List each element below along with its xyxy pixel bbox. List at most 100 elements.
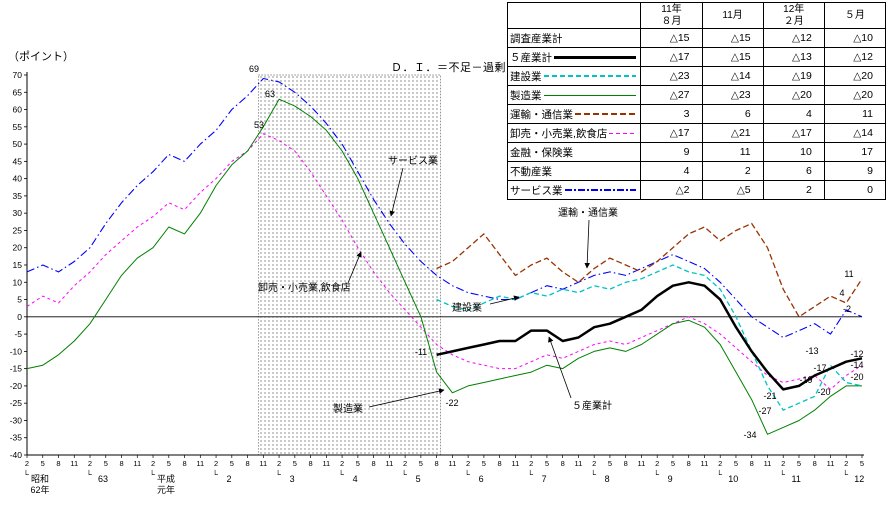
point-value-label: -27 (758, 406, 771, 416)
table-col-header: ５月 (823, 2, 886, 29)
x-tick-label: 11 (511, 459, 519, 468)
row-label: 製造業 (510, 89, 542, 102)
x-tick-label: 2 (340, 459, 344, 468)
point-value-label: -34 (743, 430, 756, 440)
point-value-label: -14 (850, 360, 863, 370)
x-tick-label: 2 (466, 459, 470, 468)
table-value-cell: △10 (823, 28, 886, 48)
point-value-label: 63 (265, 89, 275, 99)
annotation-arrow (548, 336, 572, 399)
x-tick-label: 5 (860, 459, 864, 468)
x-tick-label: 5 (797, 459, 801, 468)
x-tick-label: 2 (277, 459, 281, 468)
legend-line-sample-transport (575, 113, 637, 115)
era-label: 7 (542, 474, 547, 484)
table-row-five-total: ５産業計 △17 △15 △13 △12 (506, 47, 886, 67)
y-tick-label: -15 (10, 364, 23, 374)
x-tick-label: 8 (372, 459, 376, 468)
table-value-cell: 0 (823, 180, 886, 200)
y-tick-label: -20 (10, 381, 23, 391)
x-tick-label: 5 (41, 459, 45, 468)
x-tick-label: 2 (88, 459, 92, 468)
x-tick-label: 11 (259, 459, 267, 468)
row-label-cell: 運輸・通信業 (506, 104, 642, 124)
annotation-label: 建設業 (452, 301, 482, 314)
era-label: 2 (227, 474, 232, 484)
y-tick-label: 40 (13, 174, 23, 184)
x-tick-label: 11 (322, 459, 330, 468)
y-tick-label: -5 (14, 329, 22, 339)
x-tick-label: 2 (151, 459, 155, 468)
x-tick-label: 2 (844, 459, 848, 468)
series-line-services (26, 77, 863, 339)
row-label-cell: 卸売・小売業,飲食店 (506, 123, 642, 143)
table-corner-cell (506, 2, 642, 29)
row-label: 調査産業計 (510, 32, 563, 45)
x-tick-label: 2 (592, 459, 596, 468)
point-value-label: -13 (805, 346, 818, 356)
table-value-cell: △2 (640, 180, 703, 200)
row-label-cell: 金融・保険業 (506, 142, 642, 162)
row-label-cell: ５産業計 (506, 47, 642, 67)
x-tick-label: 5 (293, 459, 297, 468)
table-row-finance: 金融・保険業 9 11 10 17 (506, 142, 886, 162)
shaded-period-region (257, 74, 441, 456)
table-row-transport: 運輸・通信業 3 6 4 11 (506, 104, 886, 124)
table-value-cell: △17 (640, 123, 703, 143)
era-bracket: └ (590, 469, 596, 479)
era-label: 12 (854, 474, 864, 484)
annotation-arrow (489, 295, 520, 305)
era-label: 9 (668, 474, 673, 484)
table-value-cell: △14 (701, 66, 764, 86)
point-value-label: -19 (799, 375, 812, 385)
table-value-cell: △15 (640, 28, 703, 48)
era-label: 10 (728, 474, 738, 484)
point-value-label: -22 (445, 398, 458, 408)
x-tick-label: 11 (701, 459, 709, 468)
point-value-label: -17 (813, 363, 826, 373)
era-bracket: └ (212, 469, 218, 479)
x-tick-label: 8 (56, 459, 60, 468)
row-label: サービス業 (510, 184, 563, 197)
y-tick-label: 5 (17, 295, 22, 305)
x-tick-label: 2 (718, 459, 722, 468)
di-definition-label: Ｄ．Ｉ．＝不足－過剰 (391, 62, 506, 74)
y-tick-label: 70 (13, 70, 23, 80)
row-label-cell: 不動産業 (506, 161, 642, 181)
y-tick-label: 45 (13, 156, 23, 166)
annotation-arrow (368, 388, 445, 408)
table-value-cell: △13 (762, 47, 825, 67)
row-label: 不動産業 (510, 165, 552, 178)
era-bracket: └ (275, 469, 281, 479)
y-tick-label: -10 (10, 346, 23, 356)
era-label: 4 (353, 474, 358, 484)
era-label: 11 (792, 474, 801, 484)
x-tick-label: 11 (827, 459, 835, 468)
axes (24, 72, 864, 458)
di-table: 11年 ８月 11月 12年 ２月 ５月 調査産業計 △15 △15 △12 △10 ５産業計 △17 △… (506, 2, 886, 200)
x-tick-label: 11 (196, 459, 204, 468)
x-tick-label: 11 (385, 459, 393, 468)
table-value-cell: △27 (640, 85, 703, 105)
era-label: 5 (416, 474, 421, 484)
era-bracket: └ (653, 469, 659, 479)
annotation-arrow (389, 167, 404, 217)
series-line-manufacturing (26, 98, 862, 435)
era-label: 3 (290, 474, 295, 484)
table-value-cell: 10 (762, 142, 825, 162)
series-line-construction (436, 264, 863, 411)
y-tick-label: -35 (10, 433, 23, 443)
x-tick-label: 8 (687, 459, 691, 468)
table-value-cell: △15 (701, 28, 764, 48)
table-col-header: 12年 ２月 (762, 2, 825, 29)
x-tick-label: 5 (482, 459, 486, 468)
x-tick-label: 11 (448, 459, 456, 468)
annotation-arrow (347, 251, 362, 284)
y-tick-label: 65 (13, 87, 23, 97)
x-tick-label: 5 (230, 459, 234, 468)
legend-line-sample-manufacturing (543, 94, 637, 96)
row-label: 運輸・通信業 (510, 108, 573, 121)
table-value-cell: △17 (640, 47, 703, 67)
annotation-label: 運輸・通信業 (558, 206, 618, 219)
